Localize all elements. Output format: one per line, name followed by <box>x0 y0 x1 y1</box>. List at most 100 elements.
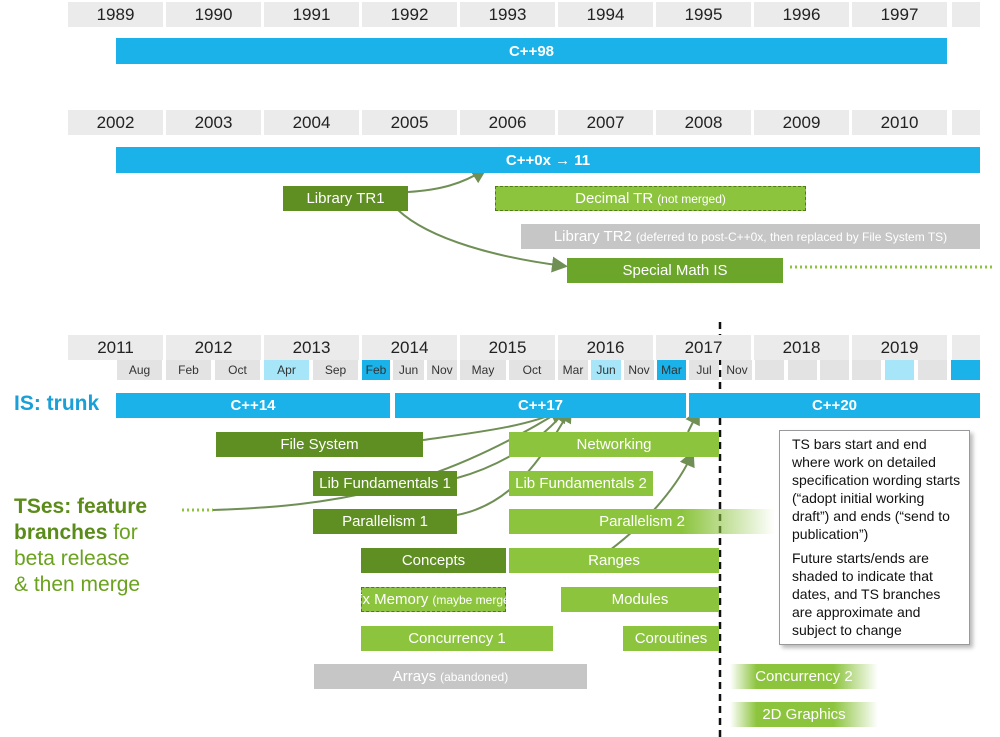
label-bold: TSes: feature <box>14 495 148 518</box>
branch-bar-label: Concurrency 1 <box>408 630 506 647</box>
branch-bar: Concepts <box>361 548 506 573</box>
branch-bar: Coroutines <box>623 626 719 651</box>
month-cell: Jun <box>393 360 424 380</box>
label-normal: for <box>113 521 138 544</box>
month-cell: Jun <box>591 360 621 380</box>
branch-bar-note: (abandoned) <box>440 669 509 684</box>
year-cell: 1993 <box>460 2 555 27</box>
branch-bar-note: (deferred to post-C++0x, then replaced b… <box>635 229 948 244</box>
branch-bar-label: 2D Graphics <box>762 706 846 723</box>
month-cell: Apr <box>264 360 309 380</box>
year-cell: 2011 <box>68 335 163 360</box>
branch-bar: Parallelism 1 <box>313 509 457 534</box>
branch-bar-label: File System <box>280 436 359 453</box>
branch-bar-label: Library TR1 <box>306 190 385 207</box>
branch-bar-label: Parallelism 1 <box>342 513 428 530</box>
month-cell <box>852 360 881 380</box>
branch-bar: 2D Graphics <box>730 702 878 727</box>
branch-bar: Concurrency 2 <box>730 664 878 689</box>
month-cell <box>788 360 817 380</box>
month-cell: Feb <box>166 360 211 380</box>
branch-bar: File System <box>216 432 423 457</box>
year-cell <box>952 110 980 135</box>
year-cell: 2007 <box>558 110 653 135</box>
year-cell: 2018 <box>754 335 849 360</box>
month-cell <box>885 360 914 380</box>
branch-bar: Lib Fundamentals 1 <box>313 471 457 496</box>
year-cell: 2014 <box>362 335 457 360</box>
year-cell: 2004 <box>264 110 359 135</box>
trunk-bar: C++17 <box>395 393 686 418</box>
branch-bar: Library TR1 <box>283 186 408 211</box>
branch-bar: Ranges <box>509 548 719 573</box>
branch-bar: Concurrency 1 <box>361 626 553 651</box>
year-cell: 2003 <box>166 110 261 135</box>
arrow <box>397 209 568 273</box>
label-line: branches for <box>14 520 147 546</box>
branch-bar-note: (not merged) <box>657 191 726 206</box>
note-text: Future starts/ends are shaded to indicat… <box>792 550 941 638</box>
branch-bar-label: Arrays <box>392 668 437 685</box>
month-cell <box>755 360 784 380</box>
branch-bar-label: Tx Memory <box>353 591 429 608</box>
month-cell: May <box>460 360 506 380</box>
branch-bar: Library TR2 (deferred to post-C++0x, then… <box>521 224 980 249</box>
branch-bar-label: Library TR2 <box>553 228 632 245</box>
year-cell: 2010 <box>852 110 947 135</box>
branch-bar: Tx Memory (maybe merge) <box>353 587 514 612</box>
year-cell: 2013 <box>264 335 359 360</box>
year-cell: 2009 <box>754 110 849 135</box>
branch-bar-label: Ranges <box>588 552 640 569</box>
branch-bar-label: Concepts <box>401 552 466 569</box>
label-line: beta release <box>14 546 147 572</box>
branch-bar-label: Special Math IS <box>622 262 728 279</box>
year-cell: 1994 <box>558 2 653 27</box>
month-cell <box>918 360 947 380</box>
year-cell: 1996 <box>754 2 849 27</box>
branch-bar: Special Math IS <box>567 258 783 283</box>
month-cell: Sep <box>313 360 358 380</box>
label-bold: branches <box>14 521 108 544</box>
note-box: TS bars start and end where work on deta… <box>779 430 970 645</box>
year-cell: 2008 <box>656 110 751 135</box>
arrow <box>407 167 488 193</box>
year-cell: 1992 <box>362 2 457 27</box>
month-cell: Nov <box>722 360 752 380</box>
branch-bar-label: Lib Fundamentals 1 <box>319 475 451 492</box>
trunk-bar: C++14 <box>116 393 390 418</box>
branch-bar: Networking <box>509 432 719 457</box>
label-normal: beta release <box>14 547 130 570</box>
year-cell: 2019 <box>852 335 947 360</box>
year-cell: 2016 <box>558 335 653 360</box>
trunk-label: IS: trunk <box>14 392 100 415</box>
month-cell <box>951 360 980 380</box>
note-text: TS bars start and end where work on deta… <box>792 436 961 542</box>
month-cell: Jul <box>689 360 719 380</box>
branch-bar: Arrays (abandoned) <box>314 664 587 689</box>
year-cell <box>952 2 980 27</box>
year-cell: 1989 <box>68 2 163 27</box>
branch-bar-label: Concurrency 2 <box>755 668 853 685</box>
year-cell: 1995 <box>656 2 751 27</box>
arrow <box>609 450 695 551</box>
year-cell: 1991 <box>264 2 359 27</box>
label-line: TSes: feature <box>14 494 147 520</box>
month-cell: Mar <box>558 360 588 380</box>
year-cell: 2012 <box>166 335 261 360</box>
year-cell <box>952 335 980 360</box>
trunk-bar: C++20 <box>689 393 980 418</box>
branch-bar-label: Decimal TR <box>575 190 654 207</box>
branch-bar: Modules <box>561 587 719 612</box>
branches-label: TSes: feature branches for beta release & t… <box>14 494 147 598</box>
branch-bar: Decimal TR (not merged) <box>495 186 806 211</box>
year-cell: 2017 <box>656 335 751 360</box>
month-cell <box>820 360 849 380</box>
year-cell: 2006 <box>460 110 555 135</box>
year-cell: 2005 <box>362 110 457 135</box>
label-normal: & then merge <box>14 573 141 596</box>
month-cell: Oct <box>215 360 260 380</box>
trunk-bar: C++98 <box>116 38 947 64</box>
branch-bar-label: Lib Fundamentals 2 <box>515 475 647 492</box>
year-cell: 1997 <box>852 2 947 27</box>
